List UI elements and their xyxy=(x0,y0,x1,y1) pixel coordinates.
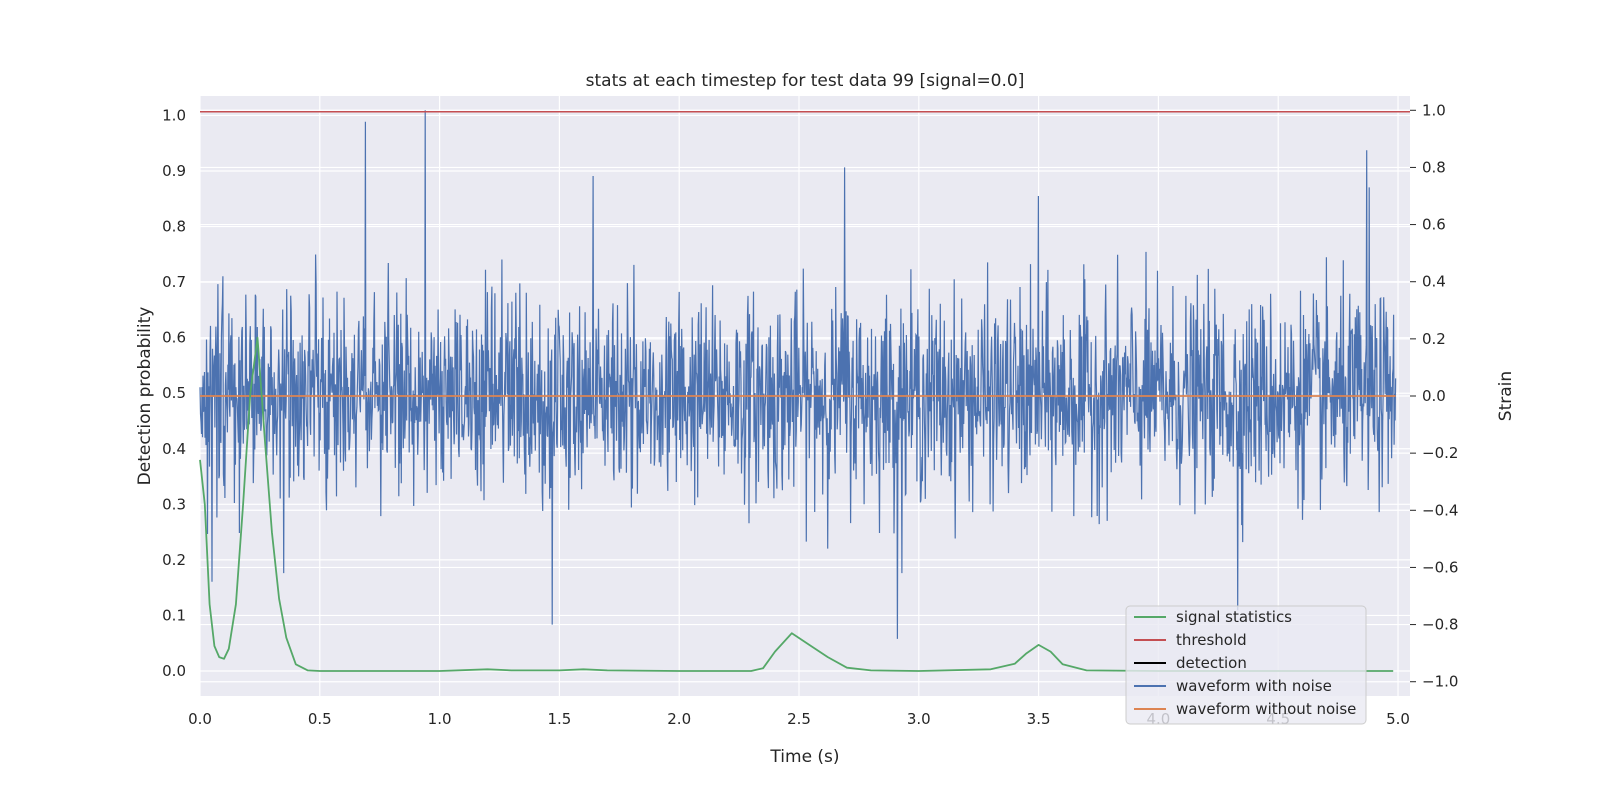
x-tick-label: 2.5 xyxy=(787,710,811,728)
chart-title: stats at each timestep for test data 99 … xyxy=(586,71,1025,91)
y-tick-label: 0.5 xyxy=(162,384,186,402)
legend-label-threshold: threshold xyxy=(1176,631,1247,649)
y-right-tick-label: −0.8 xyxy=(1422,616,1458,634)
y-tick-label: 1.0 xyxy=(162,106,186,124)
y-right-tick-label: 0.8 xyxy=(1422,158,1446,176)
y-right-tick-label: −0.2 xyxy=(1422,444,1458,462)
y-right-axis-label: Strain xyxy=(1496,371,1516,421)
y-tick-label: 0.9 xyxy=(162,162,186,180)
y-right-tick-label: −0.6 xyxy=(1422,558,1458,576)
y-tick-label: 0.1 xyxy=(162,606,186,624)
x-axis-ticks: 0.00.51.01.52.02.53.03.54.04.55.0 xyxy=(188,710,1410,728)
y-axis-ticks: 0.0 0.1 0.2 0.3 0.4 0.5 0.6 0.7 0.8 0.9 1.0 xyxy=(162,106,186,680)
x-tick-label: 5.0 xyxy=(1386,710,1410,728)
legend: signal statistics threshold detection wa… xyxy=(1125,605,1367,725)
y-tick-label: 0.8 xyxy=(162,218,186,236)
series-waveform-with-noise xyxy=(199,110,1397,639)
x-axis-label: Time (s) xyxy=(769,747,839,767)
x-tick-label: 0.5 xyxy=(308,710,332,728)
y-right-tick-label: 0.0 xyxy=(1422,387,1446,405)
legend-label-signal-statistics: signal statistics xyxy=(1176,608,1292,626)
y-tick-label: 0.2 xyxy=(162,551,186,569)
y-tick-label: 0.6 xyxy=(162,329,186,347)
y-tick-label: 0.4 xyxy=(162,440,186,458)
legend-label-detection: detection xyxy=(1176,654,1247,672)
y-axis-label: Detection probability xyxy=(135,307,155,486)
y-tick-label: 0.3 xyxy=(162,495,186,513)
legend-label-waveform-with-noise: waveform with noise xyxy=(1176,677,1332,695)
x-tick-label: 1.5 xyxy=(547,710,571,728)
x-tick-label: 2.0 xyxy=(667,710,691,728)
series-signal-statistics xyxy=(199,336,1394,672)
series-layer xyxy=(199,110,1410,672)
legend-box xyxy=(1125,605,1367,725)
y-right-tick-label: 1.0 xyxy=(1422,101,1446,119)
legend-label-waveform-without-noise: waveform without noise xyxy=(1176,700,1356,718)
y-tick-label: 0.0 xyxy=(162,662,186,680)
y-right-tick-label: −1.0 xyxy=(1422,673,1458,691)
y-right-tick-label: 0.6 xyxy=(1422,216,1446,234)
y-tick-label: 0.7 xyxy=(162,273,186,291)
y-right-tick-label: 0.4 xyxy=(1422,273,1446,291)
y-right-tick-label: 0.2 xyxy=(1422,330,1446,348)
x-tick-label: 3.0 xyxy=(907,710,931,728)
x-tick-label: 0.0 xyxy=(188,710,212,728)
y-right-axis-ticks: −1.0 −0.8 −0.6 −0.4 −0.2 0.0 0.2 0.4 0.6 0.8 1.0 xyxy=(1410,101,1458,691)
x-tick-label: 3.5 xyxy=(1027,710,1051,728)
x-tick-label: 1.0 xyxy=(428,710,452,728)
y-right-tick-label: −0.4 xyxy=(1422,501,1458,519)
